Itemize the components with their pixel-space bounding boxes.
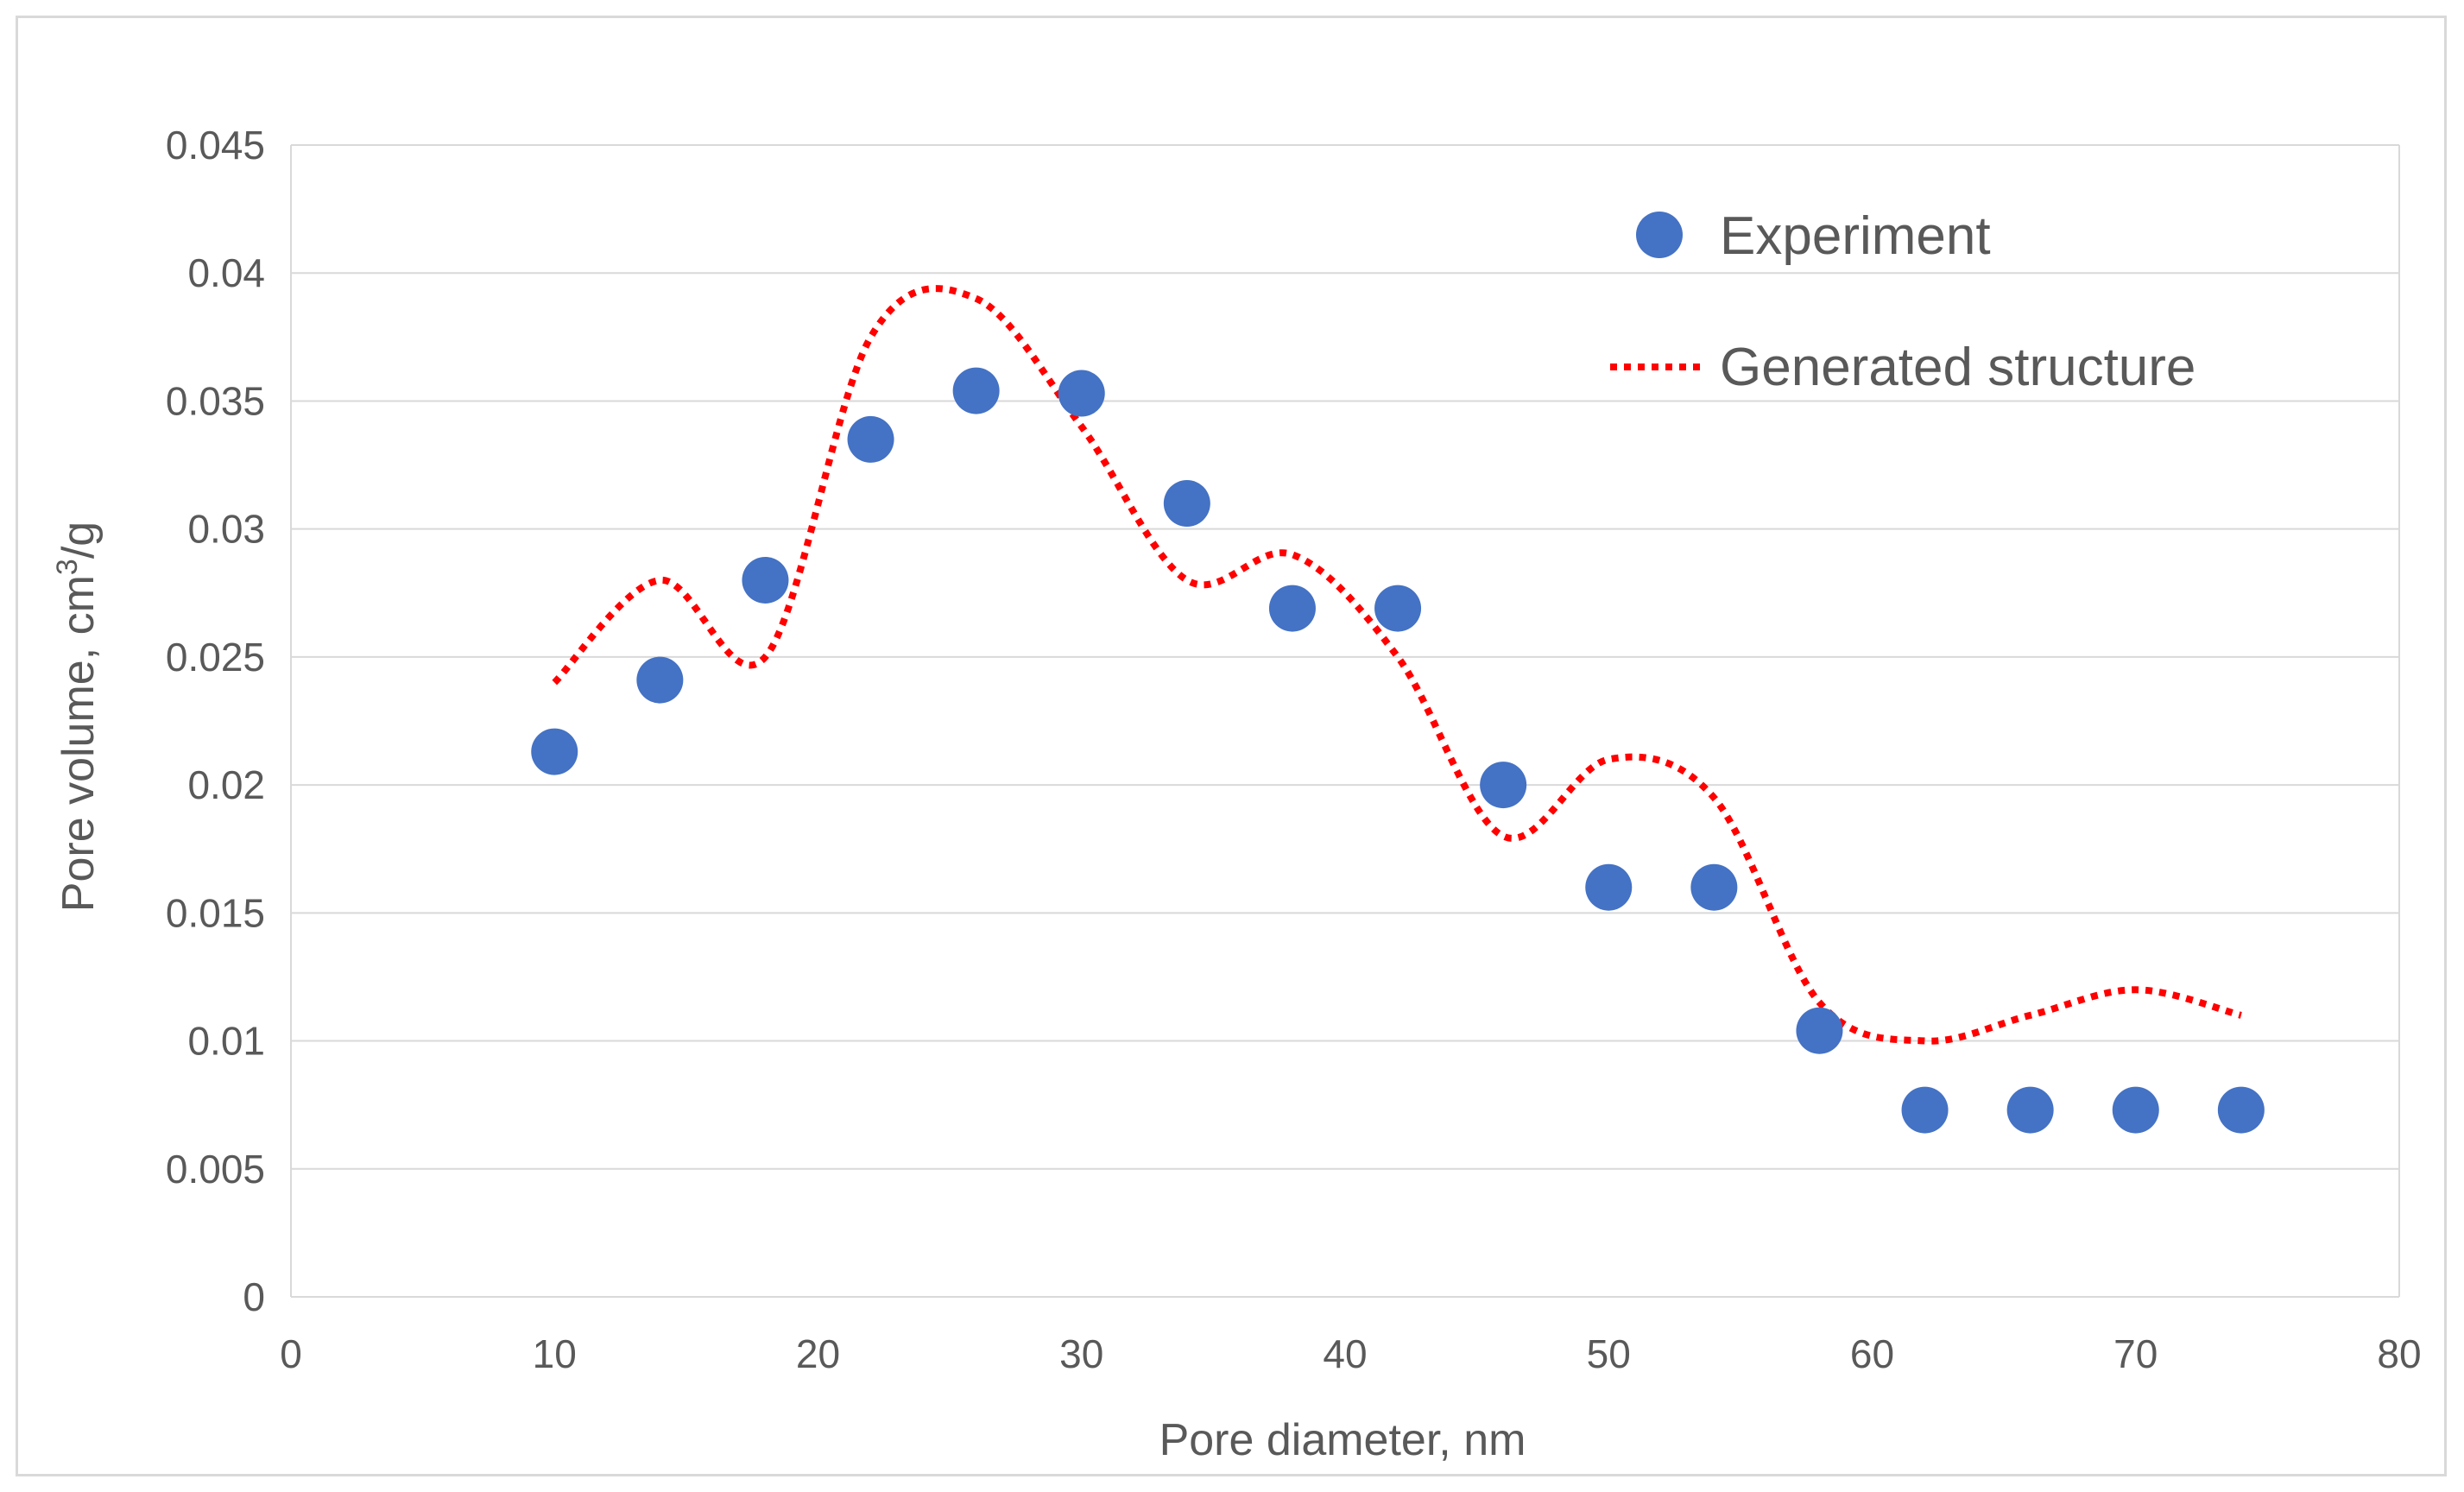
- experiment-series: [531, 367, 2265, 1134]
- experiment-point: [1163, 480, 1210, 528]
- experiment-point: [2217, 1086, 2265, 1134]
- experiment-point: [1796, 1007, 1843, 1054]
- y-tick-label: 0.035: [166, 378, 265, 423]
- experiment-point: [2006, 1086, 2054, 1134]
- gridlines: [290, 144, 2400, 1298]
- experiment-point: [1268, 585, 1316, 632]
- experiment-point: [1690, 863, 1738, 911]
- y-tick-label: 0.02: [187, 762, 265, 807]
- experiment-point: [2112, 1086, 2159, 1134]
- experiment-point: [531, 728, 578, 775]
- x-tick-label: 30: [1059, 1331, 1103, 1376]
- x-tick-label: 0: [280, 1331, 302, 1376]
- generated-structure-series: [552, 285, 2242, 1045]
- y-tick-label: 0.03: [187, 507, 265, 552]
- y-tick-label: 0.025: [166, 635, 265, 680]
- y-axis-title: Pore volume, cm3/g: [51, 522, 104, 912]
- y-tick-label: 0.005: [166, 1147, 265, 1192]
- experiment-point: [952, 367, 1000, 414]
- y-tick-label: 0: [243, 1274, 265, 1319]
- y-axis-title-superscript: 3: [51, 559, 84, 575]
- y-axis-ticks: 0 0.005 0.01 0.015 0.02 0.025 0.03 0.035 0.04 0.0…: [166, 123, 265, 1319]
- x-tick-label: 70: [2113, 1331, 2158, 1376]
- y-tick-label: 0.04: [187, 250, 265, 295]
- experiment-point: [1480, 762, 1527, 809]
- experiment-point: [1585, 863, 1633, 911]
- y-tick-label: 0.015: [166, 890, 265, 935]
- y-axis-title-unit: /g: [54, 522, 104, 559]
- x-tick-label: 10: [533, 1331, 577, 1376]
- x-tick-label: 40: [1323, 1331, 1367, 1376]
- experiment-point: [636, 656, 684, 704]
- x-tick-label: 80: [2377, 1331, 2421, 1376]
- y-tick-label: 0.045: [166, 123, 265, 168]
- experiment-point: [1058, 370, 1105, 417]
- x-tick-label: 50: [1587, 1331, 1631, 1376]
- legend: Experiment Generated structure: [1610, 206, 2195, 397]
- x-axis-title: Pore diameter, nm: [1159, 1415, 1526, 1465]
- generated-structure-line: [552, 285, 2242, 1045]
- y-tick-label: 0.01: [187, 1019, 265, 1064]
- experiment-point: [1374, 585, 1422, 632]
- legend-generated-structure-label: Generated structure: [1720, 338, 2195, 397]
- experiment-point: [847, 415, 894, 463]
- legend-experiment-marker: [1636, 212, 1683, 258]
- legend-experiment-label: Experiment: [1720, 206, 1991, 266]
- x-tick-label: 60: [1850, 1331, 1894, 1376]
- experiment-point: [742, 556, 789, 604]
- experiment-point: [1901, 1086, 1949, 1134]
- chart-frame: [16, 16, 2447, 1476]
- y-axis-title-main: Pore volume, cm: [54, 575, 104, 912]
- x-tick-label: 20: [796, 1331, 840, 1376]
- x-axis-ticks: 0 10 20 30 40 50 60 70 80: [280, 1331, 2421, 1376]
